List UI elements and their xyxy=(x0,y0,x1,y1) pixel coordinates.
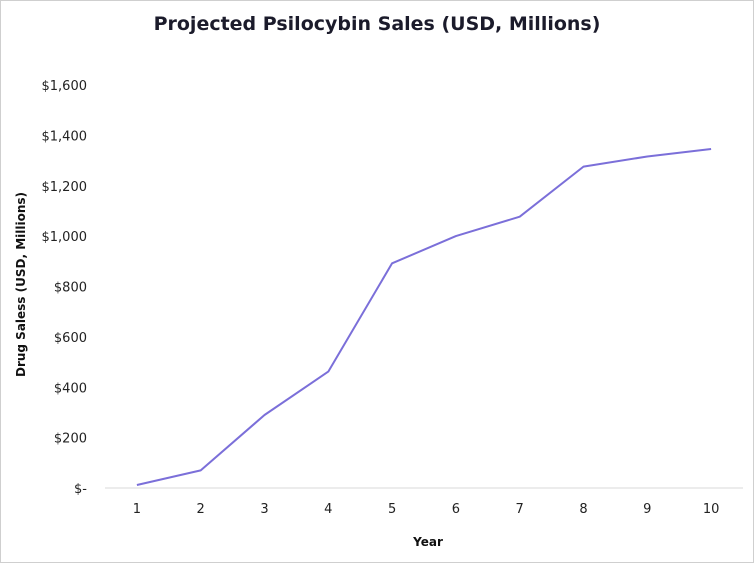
x-tick-label: 2 xyxy=(197,502,205,517)
x-tick-label: 1 xyxy=(133,502,141,517)
y-tick-label: $800 xyxy=(54,281,87,296)
x-tick-label: 8 xyxy=(579,502,587,517)
x-tick-label: 3 xyxy=(260,502,268,517)
y-tick-label: $400 xyxy=(54,381,87,396)
x-tick-label: 5 xyxy=(388,502,396,517)
x-tick-label: 6 xyxy=(452,502,460,517)
x-axis-ticks: 1 2 3 4 5 6 7 8 9 10 xyxy=(133,502,720,517)
x-tick-label: 9 xyxy=(643,502,651,517)
series-line xyxy=(136,148,712,486)
y-axis-ticks: $- $200 $400 $600 $800 $1,000 $1,200 $1,400 $1,6… xyxy=(42,79,88,497)
x-tick-label: 4 xyxy=(324,502,332,517)
y-tick-label: $1,600 xyxy=(42,79,88,94)
x-tick-label: 10 xyxy=(703,502,720,517)
y-axis-label: Drug Saless (USD, Millions) xyxy=(14,192,28,377)
chart-title: Projected Psilocybin Sales (USD, Million… xyxy=(153,13,601,35)
y-tick-label: $1,400 xyxy=(42,129,88,144)
x-tick-label: 7 xyxy=(516,502,524,517)
x-axis-label: Year xyxy=(412,535,443,549)
y-tick-label: $600 xyxy=(54,331,87,346)
y-tick-label: $1,000 xyxy=(42,230,88,245)
y-tick-label: $- xyxy=(74,482,87,497)
y-tick-label: $1,200 xyxy=(42,180,88,195)
y-tick-label: $200 xyxy=(54,432,87,447)
